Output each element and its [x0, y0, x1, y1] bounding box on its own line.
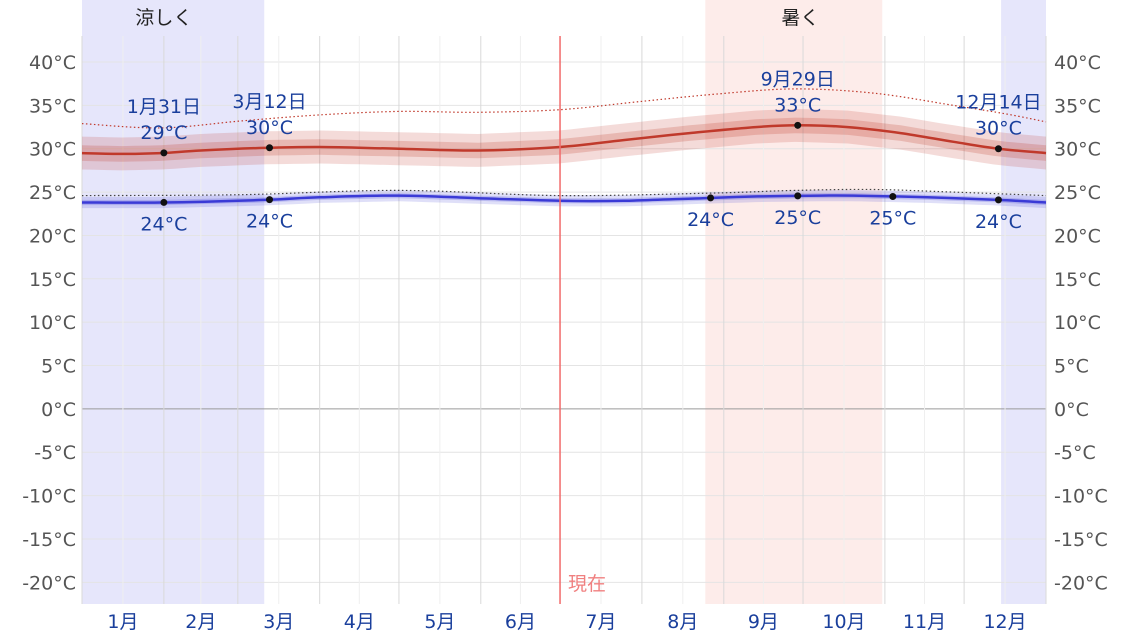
marker-value-label: 25°C — [869, 207, 916, 229]
season-bands: 涼しく 暑く — [82, 0, 1046, 604]
low-percentile-90-line — [81, 188, 1047, 197]
series-lines — [81, 88, 1047, 204]
x-tick-label: 5月 — [424, 611, 455, 633]
marker-value-label: 29°C — [140, 122, 187, 144]
y-tick-label-right: -10°C — [1054, 486, 1108, 508]
y-tick-label-left: -15°C — [22, 529, 76, 551]
marker-dot — [266, 144, 274, 152]
annotation-markers: 29°C 1月31日 30°C 3月12日 33°C 9月29日 30°C 12月14日 24°… — [127, 68, 1042, 235]
x-tick-label: 6月 — [505, 611, 536, 633]
high-percentile-90-line — [81, 88, 1047, 129]
y-tick-label-right: 35°C — [1054, 95, 1101, 117]
marker-dot — [160, 198, 168, 206]
y-tick-label-left: 25°C — [29, 182, 76, 204]
y-tick-label-right: -5°C — [1054, 442, 1096, 464]
season-band — [705, 0, 883, 604]
marker-value-label: 25°C — [774, 207, 821, 229]
marker-value-label: 24°C — [246, 211, 293, 233]
y-tick-label-left: -10°C — [22, 486, 76, 508]
marker-dot — [707, 194, 715, 202]
marker-date-label: 1月31日 — [127, 96, 201, 118]
season-band — [82, 0, 265, 604]
marker-dot — [160, 149, 168, 157]
y-tick-label-left: 5°C — [41, 356, 76, 378]
x-tick-label: 2月 — [185, 611, 216, 633]
y-tick-label-right: -15°C — [1054, 529, 1108, 551]
x-tick-label: 9月 — [748, 611, 779, 633]
y-tick-label-left: 0°C — [41, 399, 76, 421]
high-line — [81, 124, 1047, 156]
y-tick-label-left: 35°C — [29, 95, 76, 117]
marker-value-label: 24°C — [687, 209, 734, 231]
x-tick-label: 10月 — [822, 611, 865, 633]
low-band-outer — [82, 189, 1046, 209]
marker-dot — [794, 192, 802, 200]
axis-labels: 40°C 40°C 35°C 35°C 30°C 30°C 25°C 25°C 20°C 20°C… — [22, 52, 1108, 633]
y-tick-label-right: -20°C — [1054, 572, 1108, 594]
y-tick-label-left: -5°C — [34, 442, 76, 464]
marker-dot — [266, 196, 274, 204]
x-tick-label: 8月 — [667, 611, 698, 633]
x-tick-label: 3月 — [263, 611, 294, 633]
high-band-inner — [82, 117, 1046, 162]
y-tick-label-right: 40°C — [1054, 52, 1101, 74]
marker-dot — [994, 145, 1002, 153]
y-tick-label-left: 10°C — [29, 312, 76, 334]
low-line — [81, 194, 1047, 204]
season-band — [1001, 0, 1046, 604]
y-tick-label-right: 25°C — [1054, 182, 1101, 204]
marker-dot — [994, 196, 1002, 204]
marker-value-label: 30°C — [246, 117, 293, 139]
marker-date-label: 9月29日 — [761, 68, 835, 90]
season-label: 涼しく — [135, 7, 192, 29]
marker-dot — [794, 121, 802, 129]
marker-date-label: 12月14日 — [955, 92, 1041, 114]
marker-dot — [889, 192, 897, 200]
marker-date-label: 3月12日 — [232, 91, 306, 113]
season-label: 暑く — [781, 7, 819, 29]
y-tick-label-left: 15°C — [29, 269, 76, 291]
y-tick-label-right: 10°C — [1054, 312, 1101, 334]
x-tick-label: 4月 — [344, 611, 375, 633]
y-tick-label-right: 5°C — [1054, 356, 1089, 378]
y-tick-label-right: 20°C — [1054, 225, 1101, 247]
y-tick-label-left: 20°C — [29, 225, 76, 247]
now-label: 現在 — [568, 573, 606, 595]
now-indicator: 現在 — [559, 36, 606, 604]
y-tick-label-right: 30°C — [1054, 139, 1101, 161]
y-tick-label-left: 40°C — [29, 52, 76, 74]
y-tick-label-right: 15°C — [1054, 269, 1101, 291]
x-tick-label: 7月 — [585, 611, 616, 633]
x-tick-label: 11月 — [903, 611, 946, 633]
x-tick-label: 1月 — [107, 611, 138, 633]
y-tick-label-left: -20°C — [22, 572, 76, 594]
marker-value-label: 33°C — [774, 94, 821, 116]
marker-value-label: 24°C — [975, 211, 1022, 233]
y-tick-label-right: 0°C — [1054, 399, 1089, 421]
x-tick-label: 12月 — [983, 611, 1026, 633]
marker-value-label: 24°C — [140, 213, 187, 235]
marker-value-label: 30°C — [975, 118, 1022, 140]
y-tick-label-left: 30°C — [29, 139, 76, 161]
